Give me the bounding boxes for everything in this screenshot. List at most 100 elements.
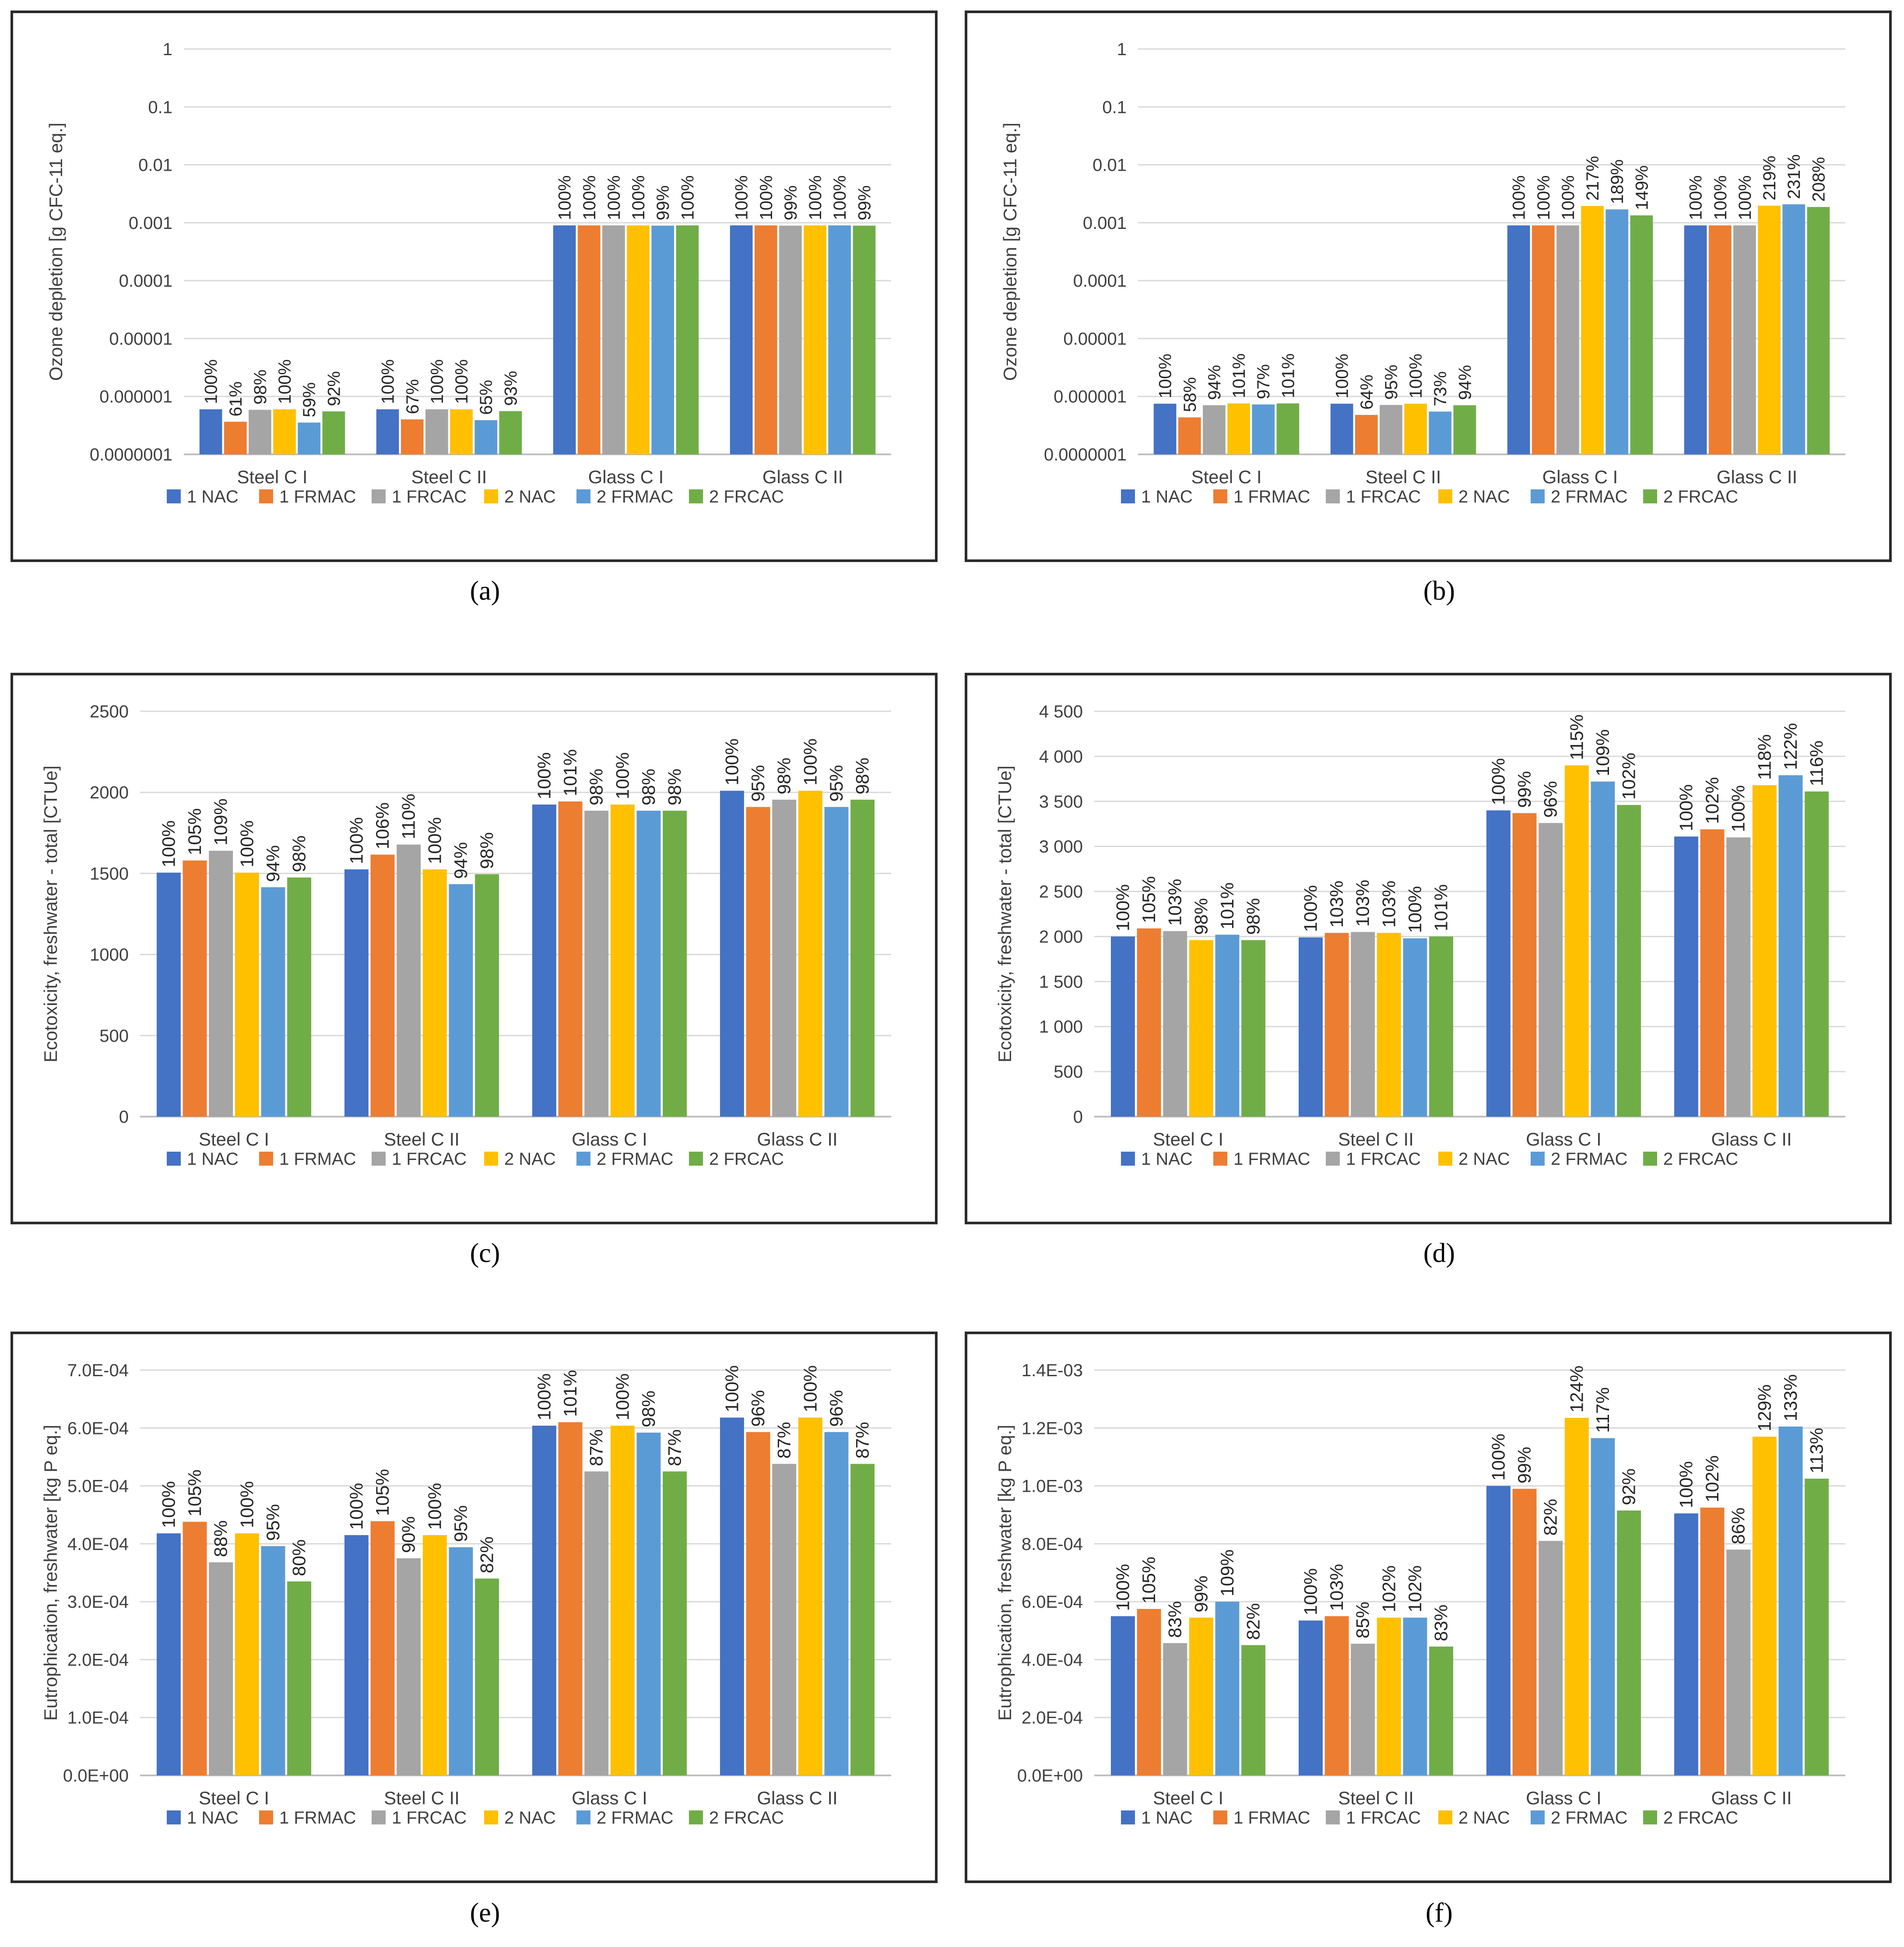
data-label: 98% — [852, 758, 873, 794]
bar-1-frmac — [1708, 225, 1732, 454]
bar-1-nac — [1486, 1486, 1511, 1775]
y-tick-label: 2000 — [90, 783, 129, 802]
bar-2-frcac — [1617, 805, 1641, 1117]
bar-2-frmac — [261, 887, 285, 1117]
data-label: 208% — [1809, 157, 1828, 202]
bar-2-frmac — [1591, 781, 1615, 1117]
bar-2-frcac — [1807, 207, 1830, 455]
data-label: 103% — [1352, 880, 1373, 927]
bar-1-nac — [1110, 1616, 1135, 1775]
chart-panel-b: 0.0000001 0.000001 0.00001 0.0001 0.001 0.01 0… — [965, 11, 1892, 562]
y-tick-label: 0 — [1073, 1107, 1083, 1127]
x-tick-label: Steel C I — [199, 1129, 269, 1149]
y-tick-label: 7.0E-04 — [67, 1361, 129, 1380]
x-tick-label: Steel C I — [1153, 1129, 1223, 1149]
bar-2-nac — [1377, 933, 1401, 1117]
data-label: 105% — [184, 1469, 205, 1516]
x-tick-label: Steel C I — [1191, 467, 1261, 487]
bar-2-nac — [1564, 765, 1589, 1117]
chart-panel-d: 0 500 1 000 1 500 2 000 2 500 3 000 3 500 4 000 4… — [965, 673, 1892, 1224]
bar-1-frmac — [400, 419, 424, 454]
caption-c: (c) — [470, 1238, 500, 1268]
legend-swatch — [576, 1810, 590, 1824]
data-label: 100% — [1112, 1564, 1133, 1611]
data-label: 100% — [236, 820, 257, 867]
bar-1-frmac — [1700, 1508, 1725, 1775]
data-label: 100% — [1488, 758, 1508, 805]
data-label: 83% — [1431, 1605, 1451, 1641]
data-label: 100% — [629, 176, 648, 220]
legend-swatch — [259, 1152, 273, 1166]
data-label: 98% — [289, 836, 309, 872]
caption-f: (f) — [1426, 1898, 1453, 1928]
data-label: 82% — [1540, 1499, 1561, 1536]
bar-1-nac — [720, 1417, 744, 1775]
data-label: 88% — [211, 1520, 231, 1557]
bar-2-frmac — [1782, 204, 1806, 454]
bar-1-frmac — [1355, 415, 1378, 454]
data-label: 94% — [1455, 365, 1475, 400]
bar-1-frmac — [183, 1522, 207, 1775]
caption-e: (e) — [470, 1898, 500, 1928]
data-label: 101% — [560, 1370, 580, 1417]
data-label: 100% — [721, 738, 742, 785]
legend-label: 2 FRCAC — [1663, 487, 1738, 506]
bar-2-frmac — [449, 1547, 473, 1775]
data-label: 100% — [830, 176, 850, 220]
data-label: 100% — [1300, 885, 1321, 932]
y-tick-label: 0.001 — [129, 214, 172, 233]
y-tick-label: 0.1 — [1102, 98, 1127, 117]
data-label: 90% — [398, 1516, 419, 1553]
data-label: 65% — [477, 380, 496, 415]
data-label: 94% — [1205, 365, 1224, 400]
data-label: 103% — [1326, 881, 1347, 928]
y-tick-label: 0.01 — [138, 156, 172, 175]
data-label: 100% — [379, 359, 398, 404]
legend-label: 2 FRMAC — [597, 1808, 674, 1828]
bar-1-frcac — [772, 1464, 797, 1775]
data-label: 100% — [612, 752, 632, 799]
bar-1-frcac — [397, 1558, 421, 1775]
bar-1-frcac — [1733, 225, 1756, 454]
legend-label: 2 FRMAC — [1551, 1149, 1628, 1169]
data-label: 98% — [1191, 898, 1211, 935]
bar-2-frcac — [850, 1464, 875, 1775]
chart-d-svg: 0 500 1 000 1 500 2 000 2 500 3 000 3 500 4 000 4… — [994, 702, 1845, 1169]
data-label: 100% — [1300, 1568, 1321, 1615]
y-tick-label: 0.0001 — [1073, 271, 1127, 291]
legend-swatch — [372, 1810, 386, 1824]
data-label: 93% — [501, 371, 520, 406]
y-tick-label: 1.0E-03 — [1022, 1477, 1083, 1496]
legend-label: 2 NAC — [504, 487, 556, 506]
data-label: 99% — [855, 185, 874, 220]
bar-1-frcac — [209, 850, 233, 1117]
bar-2-frmac — [1429, 411, 1452, 454]
data-label: 231% — [1785, 154, 1804, 199]
bar-1-nac — [720, 791, 744, 1117]
y-tick-label: 4 000 — [1039, 747, 1083, 766]
legend-swatch — [1531, 489, 1545, 503]
data-label: 102% — [1378, 1565, 1399, 1612]
y-tick-label: 2.0E-04 — [1022, 1708, 1083, 1728]
bar-2-frcac — [663, 1471, 687, 1775]
data-label: 98% — [638, 769, 659, 805]
data-label: 124% — [1566, 1366, 1587, 1413]
chart-panel-c: 0 500 1000 1500 2000 2500 Ecotoxicity, freshwa… — [11, 673, 938, 1224]
data-label: 101% — [560, 749, 580, 796]
bar-2-nac — [798, 1417, 822, 1775]
bar-1-frcac — [1726, 837, 1751, 1117]
y-tick-label: 1 — [163, 40, 172, 59]
y-tick-label: 2.0E-04 — [67, 1650, 129, 1669]
bar-2-nac — [798, 791, 822, 1117]
bar-1-nac — [156, 1533, 181, 1775]
y-tick-label: 4.0E-04 — [1022, 1650, 1083, 1669]
x-tick-label: Glass C II — [1717, 467, 1797, 487]
legend-swatch — [167, 1810, 181, 1824]
legend-label: 2 FRMAC — [1551, 487, 1628, 506]
bar-1-frmac — [746, 1432, 770, 1775]
x-tick-label: Steel C I — [199, 1788, 269, 1808]
data-label: 87% — [586, 1429, 607, 1466]
bar-2-frcac — [1276, 403, 1300, 454]
data-label: 102% — [1702, 1455, 1722, 1502]
bar-1-nac — [1507, 225, 1530, 454]
